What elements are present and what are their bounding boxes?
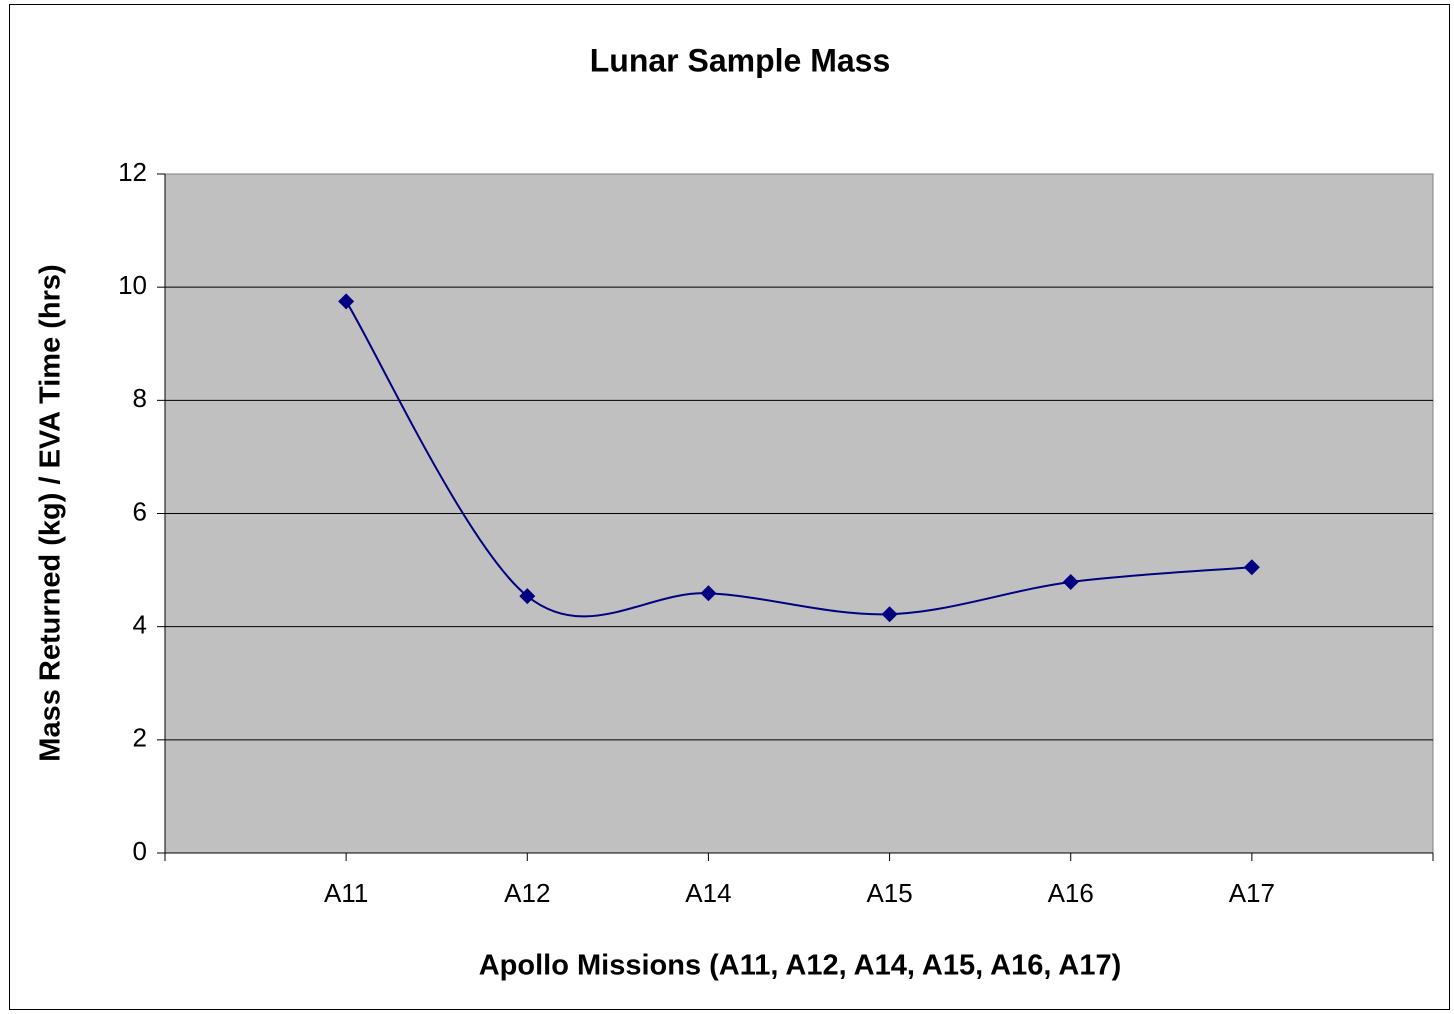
- y-axis-label: Mass Returned (kg) / EVA Time (hrs): [35, 264, 67, 761]
- line-series: [345, 300, 1252, 618]
- marker: [1243, 559, 1260, 576]
- y-tick-label: 6: [133, 496, 147, 526]
- y-tick-label: 4: [133, 610, 147, 640]
- x-tick-label: A14: [685, 878, 731, 908]
- y-tick-label: 0: [133, 836, 147, 866]
- marker: [1062, 573, 1079, 590]
- marker: [338, 293, 355, 310]
- x-tick-label: A16: [1048, 878, 1094, 908]
- x-axis-label: Apollo Missions (A11, A12, A14, A15, A16…: [479, 950, 1122, 982]
- marker: [700, 585, 717, 602]
- marker: [881, 606, 898, 623]
- y-tick-label: 10: [118, 270, 147, 300]
- chart-title: Lunar Sample Mass: [590, 42, 891, 78]
- marker: [519, 588, 536, 605]
- y-tick-label: 12: [118, 157, 147, 187]
- x-tick-label: A17: [1229, 878, 1275, 908]
- y-tick-label: 8: [133, 383, 147, 413]
- y-tick-label: 2: [133, 723, 147, 753]
- x-tick-label: A15: [866, 878, 912, 908]
- x-tick-label: A11: [324, 878, 368, 908]
- x-tick-label: A12: [504, 878, 550, 908]
